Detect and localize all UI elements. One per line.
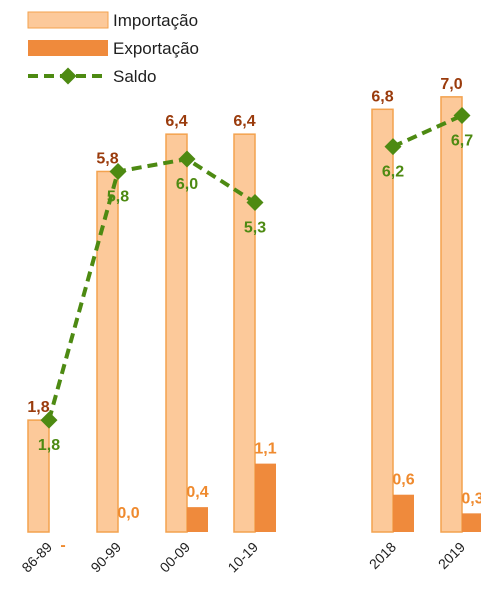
data-label-exportacao: 0,6 [392, 472, 414, 489]
bar-exportacao [187, 507, 208, 532]
bar-exportacao [255, 463, 276, 532]
marker-saldo [384, 138, 402, 156]
legend-swatch-exportacao [28, 40, 108, 56]
plot-area: 1,8 -86-89 5,8 0,0 90-99 6,4 0,4 00-09 6,4 1,1 10-… [18, 76, 481, 576]
data-label-importacao: 6,8 [371, 88, 393, 105]
x-tick-label: 86-89 [18, 539, 55, 576]
data-label-exportacao: 1,1 [254, 441, 276, 458]
bar-importacao [440, 96, 463, 533]
data-label-saldo: 1,8 [38, 437, 60, 454]
marker-saldo [453, 107, 471, 124]
line-saldo [47, 156, 257, 421]
data-label-exportacao: 0,3 [461, 490, 481, 507]
data-label-saldo: 6,0 [176, 176, 198, 193]
data-label-exportacao: 0,4 [186, 484, 208, 501]
data-label-importacao: 5,8 [96, 150, 118, 167]
bar-importacao [371, 108, 394, 533]
x-tick-label: 00-09 [156, 539, 193, 576]
legend-label-exportacao: Exportação [113, 39, 199, 58]
data-label-importacao: 7,0 [440, 76, 462, 93]
x-tick-label: 2018 [366, 539, 399, 572]
legend-marker-saldo [59, 67, 77, 85]
legend: Importação Exportação Saldo [27, 11, 199, 86]
x-tick-label: 10-19 [224, 539, 261, 576]
data-label-saldo: 5,3 [244, 220, 266, 237]
bar-importacao [233, 133, 256, 533]
legend-swatch-importacao [27, 11, 109, 29]
x-tick-label: 90-99 [87, 539, 124, 576]
bar-importacao [96, 170, 119, 533]
bar-exportacao [462, 513, 481, 532]
data-label-saldo: 6,7 [451, 133, 473, 150]
x-tick-label: 2019 [435, 539, 468, 572]
data-label-importacao: 6,4 [165, 113, 187, 130]
data-label-saldo: 6,2 [382, 164, 404, 181]
legend-label-saldo: Saldo [113, 67, 156, 86]
line-saldo [392, 113, 463, 149]
legend-label-importacao: Importação [113, 11, 198, 30]
data-label-importacao: 6,4 [233, 113, 255, 130]
data-label-exportacao: 0,0 [117, 505, 139, 522]
data-label-importacao: 1,8 [27, 399, 49, 416]
bar-importacao [27, 419, 50, 533]
bar-exportacao [393, 494, 414, 532]
data-label-saldo: 5,8 [107, 188, 129, 205]
bar-importacao [165, 133, 188, 533]
marker-saldo [246, 194, 264, 212]
data-label-exportacao: - [60, 537, 65, 554]
marker-saldo [178, 150, 196, 168]
marker-saldo [109, 162, 127, 180]
